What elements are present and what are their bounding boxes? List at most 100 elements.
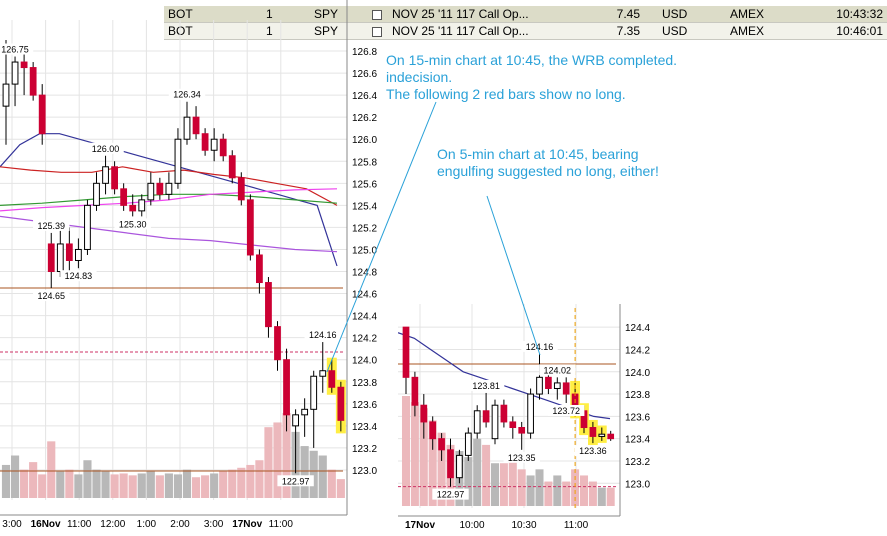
y-tick-label: 125.6	[352, 179, 377, 190]
volume-bar	[173, 474, 183, 498]
x-tick-label: 2:00	[170, 519, 190, 530]
candle-body	[219, 138, 227, 157]
volume-bar	[29, 462, 38, 498]
volume-bar	[526, 475, 535, 506]
volume-bar	[1, 464, 11, 498]
volume-bar	[419, 408, 428, 506]
trade-checkbox[interactable]	[372, 26, 382, 37]
candle-body	[47, 243, 55, 273]
volume-bar	[101, 471, 110, 498]
data-label-bg	[574, 445, 612, 457]
data-label-bg	[33, 219, 70, 231]
candle-body	[292, 414, 299, 427]
volume-bar	[155, 475, 164, 498]
candle-body	[129, 204, 137, 212]
data-label-bg	[168, 88, 206, 100]
note-line: On 15-min chart at 10:45, the WRB comple…	[386, 52, 678, 68]
candle-body	[111, 166, 118, 190]
data-label-bg	[467, 379, 505, 391]
y-tick-label: 126.2	[352, 113, 377, 124]
candle-body	[20, 61, 28, 69]
volume-bar	[553, 475, 562, 506]
volume-bar	[56, 471, 65, 498]
candle-body	[183, 116, 191, 140]
moving-average-line	[0, 166, 338, 206]
x-tick-label: 3:00	[2, 519, 22, 530]
trade-time: 10:46:01	[794, 22, 887, 40]
volume-bar	[597, 487, 606, 506]
data-label: 126.00	[92, 144, 120, 154]
volume-bar	[464, 457, 473, 506]
volume-bar	[128, 475, 137, 498]
candle-body	[138, 199, 146, 212]
x-tick-label: 12:00	[100, 519, 125, 530]
data-label-bg	[0, 43, 34, 55]
trade-checkbox[interactable]	[372, 9, 382, 20]
y-tick-label: 123.8	[352, 378, 377, 389]
volume-bar	[83, 460, 92, 498]
trade-log-table: BOT 1 SPY NOV 25 '11 117 Call Op... 7.45…	[164, 6, 887, 40]
volume-bar	[182, 469, 192, 498]
trade-row[interactable]: BOT 1 SPY NOV 25 '11 117 Call Op... 7.45…	[164, 6, 887, 23]
candle-body	[491, 404, 499, 440]
trade-side: BOT	[164, 6, 262, 23]
data-label: 124.16	[309, 330, 337, 340]
candle-body	[509, 421, 517, 429]
data-label: 123.36	[579, 446, 607, 456]
volume-bar	[428, 420, 437, 506]
candle-body	[438, 438, 445, 451]
volume-bar	[264, 427, 273, 498]
data-label: 122.97	[437, 490, 465, 500]
trade-contract: NOV 25 '11 117 Call Op...	[388, 22, 586, 40]
note-line: On 5-min chart at 10:45, bearing	[437, 146, 639, 162]
candle-body	[420, 404, 428, 423]
candle-body	[93, 182, 100, 206]
candle-body	[402, 326, 410, 378]
y-tick-label: 123.4	[352, 422, 377, 433]
y-tick-label: 123.2	[625, 457, 650, 468]
moving-average-line	[0, 133, 338, 267]
moving-average-line	[0, 188, 338, 212]
volume-bar	[191, 477, 201, 498]
volume-bar	[318, 455, 327, 498]
x-tick-label: 10:30	[511, 520, 536, 531]
candle-body	[536, 376, 543, 395]
y-tick-label: 125.8	[352, 157, 377, 168]
data-label-bg	[304, 329, 341, 341]
trade-exchange: AMEX	[726, 6, 794, 23]
x-tick-label: 11:00	[67, 519, 92, 530]
y-tick-label: 124.4	[352, 312, 377, 323]
data-label-bg	[114, 218, 151, 230]
volume-bar	[273, 422, 282, 498]
volume-bar	[437, 432, 446, 506]
trade-contract: NOV 25 '11 117 Call Op...	[388, 6, 586, 23]
volume-bar	[146, 471, 155, 498]
volume-bar	[10, 455, 20, 498]
y-tick-label: 123.0	[352, 466, 377, 477]
volume-bar	[92, 469, 101, 498]
volume-bar	[482, 444, 491, 506]
candle-body	[482, 410, 490, 423]
volume-bar	[228, 469, 237, 498]
candle-body	[29, 67, 37, 96]
candle-body	[210, 138, 218, 151]
candle-body	[447, 449, 454, 479]
y-tick-label: 124.8	[352, 268, 377, 279]
y-tick-label: 123.8	[625, 390, 650, 401]
y-tick-label: 123.6	[352, 400, 377, 411]
candle-body	[11, 61, 19, 85]
volume-bar	[65, 469, 74, 498]
volume-bar	[336, 479, 345, 498]
candle-body	[500, 404, 508, 423]
candle-body	[301, 408, 309, 416]
note-line: engulfing suggested no long, either!	[437, 163, 659, 179]
volume-bar	[47, 441, 56, 498]
volume-bar	[410, 402, 419, 506]
data-label: 124.83	[65, 271, 93, 281]
volume-bar	[20, 469, 29, 498]
y-tick-label: 124.6	[352, 290, 377, 301]
data-label: 124.02	[544, 365, 572, 375]
trade-row[interactable]: BOT 1 SPY NOV 25 '11 117 Call Op... 7.35…	[164, 22, 887, 40]
volume-bar	[588, 481, 597, 506]
